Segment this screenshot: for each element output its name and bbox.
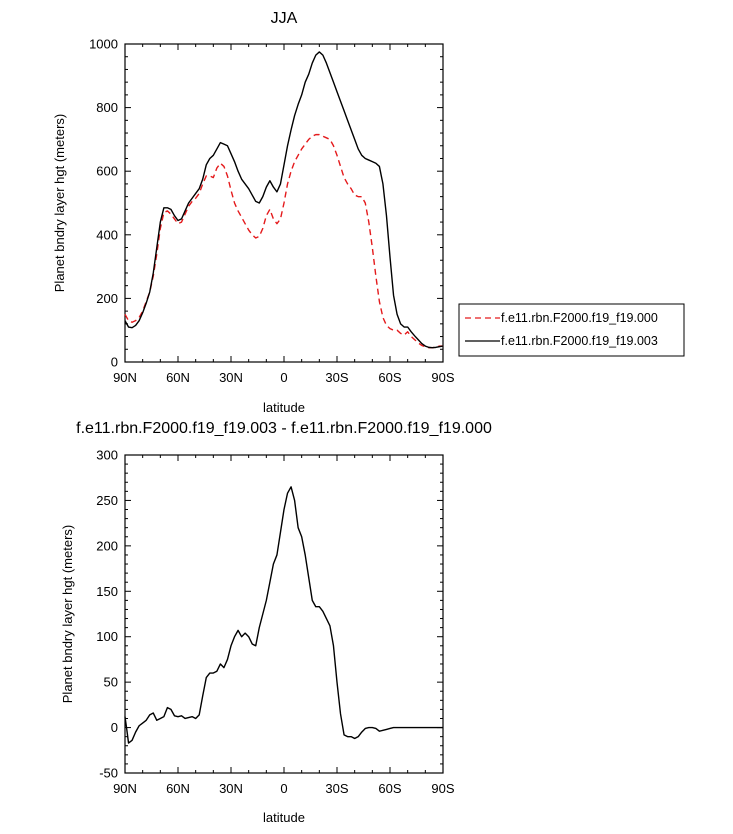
y-tick-label: 150 <box>96 584 118 599</box>
legend-label-series-0: f.e11.rbn.F2000.f19_f19.000 <box>501 311 658 325</box>
bottom-plot-frame <box>124 454 444 774</box>
top-chart-title: JJA <box>271 10 298 27</box>
x-tick-label: 30N <box>219 370 243 385</box>
y-tick-label: 200 <box>96 291 118 306</box>
bottom-chart-title: f.e11.rbn.F2000.f19_f19.003 - f.e11.rbn.… <box>76 420 492 437</box>
x-tick-label: 30S <box>325 370 348 385</box>
top-y-axis: 0 200 400 600 800 1000 <box>89 37 443 370</box>
y-tick-label: 1000 <box>89 37 118 52</box>
series-line-1 <box>124 51 444 349</box>
y-tick-label: 600 <box>96 164 118 179</box>
x-tick-label: 60S <box>378 781 401 796</box>
y-tick-label: 50 <box>104 675 118 690</box>
y-tick-label: 0 <box>111 355 118 370</box>
bottom-panel: f.e11.rbn.F2000.f19_f19.003 - f.e11.rbn.… <box>60 420 492 825</box>
x-tick-label: 90N <box>113 370 137 385</box>
bottom-x-axis: 90N 60N 30N 0 30S 60S 90S <box>113 455 455 796</box>
legend: f.e11.rbn.F2000.f19_f19.000 f.e11.rbn.F2… <box>458 303 685 357</box>
x-tick-label: 0 <box>280 370 287 385</box>
y-tick-label: 800 <box>96 100 118 115</box>
x-tick-label: 60S <box>378 370 401 385</box>
y-tick-label: 250 <box>96 493 118 508</box>
y-tick-label: 400 <box>96 227 118 242</box>
legend-box <box>458 303 685 357</box>
bottom-x-axis-label: latitude <box>263 810 305 825</box>
y-tick-label: -50 <box>99 766 118 781</box>
x-tick-label: 90N <box>113 781 137 796</box>
y-tick-label: 300 <box>96 448 118 463</box>
x-tick-label: 30N <box>219 781 243 796</box>
x-tick-label: 0 <box>280 781 287 796</box>
top-y-axis-label: Planet bndry layer hgt (meters) <box>52 114 67 292</box>
bottom-y-axis-label: Planet bndry layer hgt (meters) <box>60 525 75 703</box>
x-tick-label: 30S <box>325 781 348 796</box>
x-tick-label: 60N <box>166 781 190 796</box>
y-tick-label: 100 <box>96 629 118 644</box>
top-series-group <box>124 51 444 349</box>
bottom-y-axis: -50 0 50 100 150 200 250 300 <box>96 448 443 781</box>
top-x-axis-label: latitude <box>263 400 305 415</box>
x-tick-label: 60N <box>166 370 190 385</box>
y-tick-label: 200 <box>96 538 118 553</box>
series-line-0 <box>124 133 443 349</box>
bottom-series-group <box>124 486 443 744</box>
legend-label-series-1: f.e11.rbn.F2000.f19_f19.003 <box>501 334 658 348</box>
top-x-axis: 90N 60N 30N 0 30S 60S 90S <box>113 44 455 385</box>
series-line-0 <box>124 486 443 744</box>
x-tick-label: 90S <box>431 781 454 796</box>
y-tick-label: 0 <box>111 720 118 735</box>
x-tick-label: 90S <box>431 370 454 385</box>
